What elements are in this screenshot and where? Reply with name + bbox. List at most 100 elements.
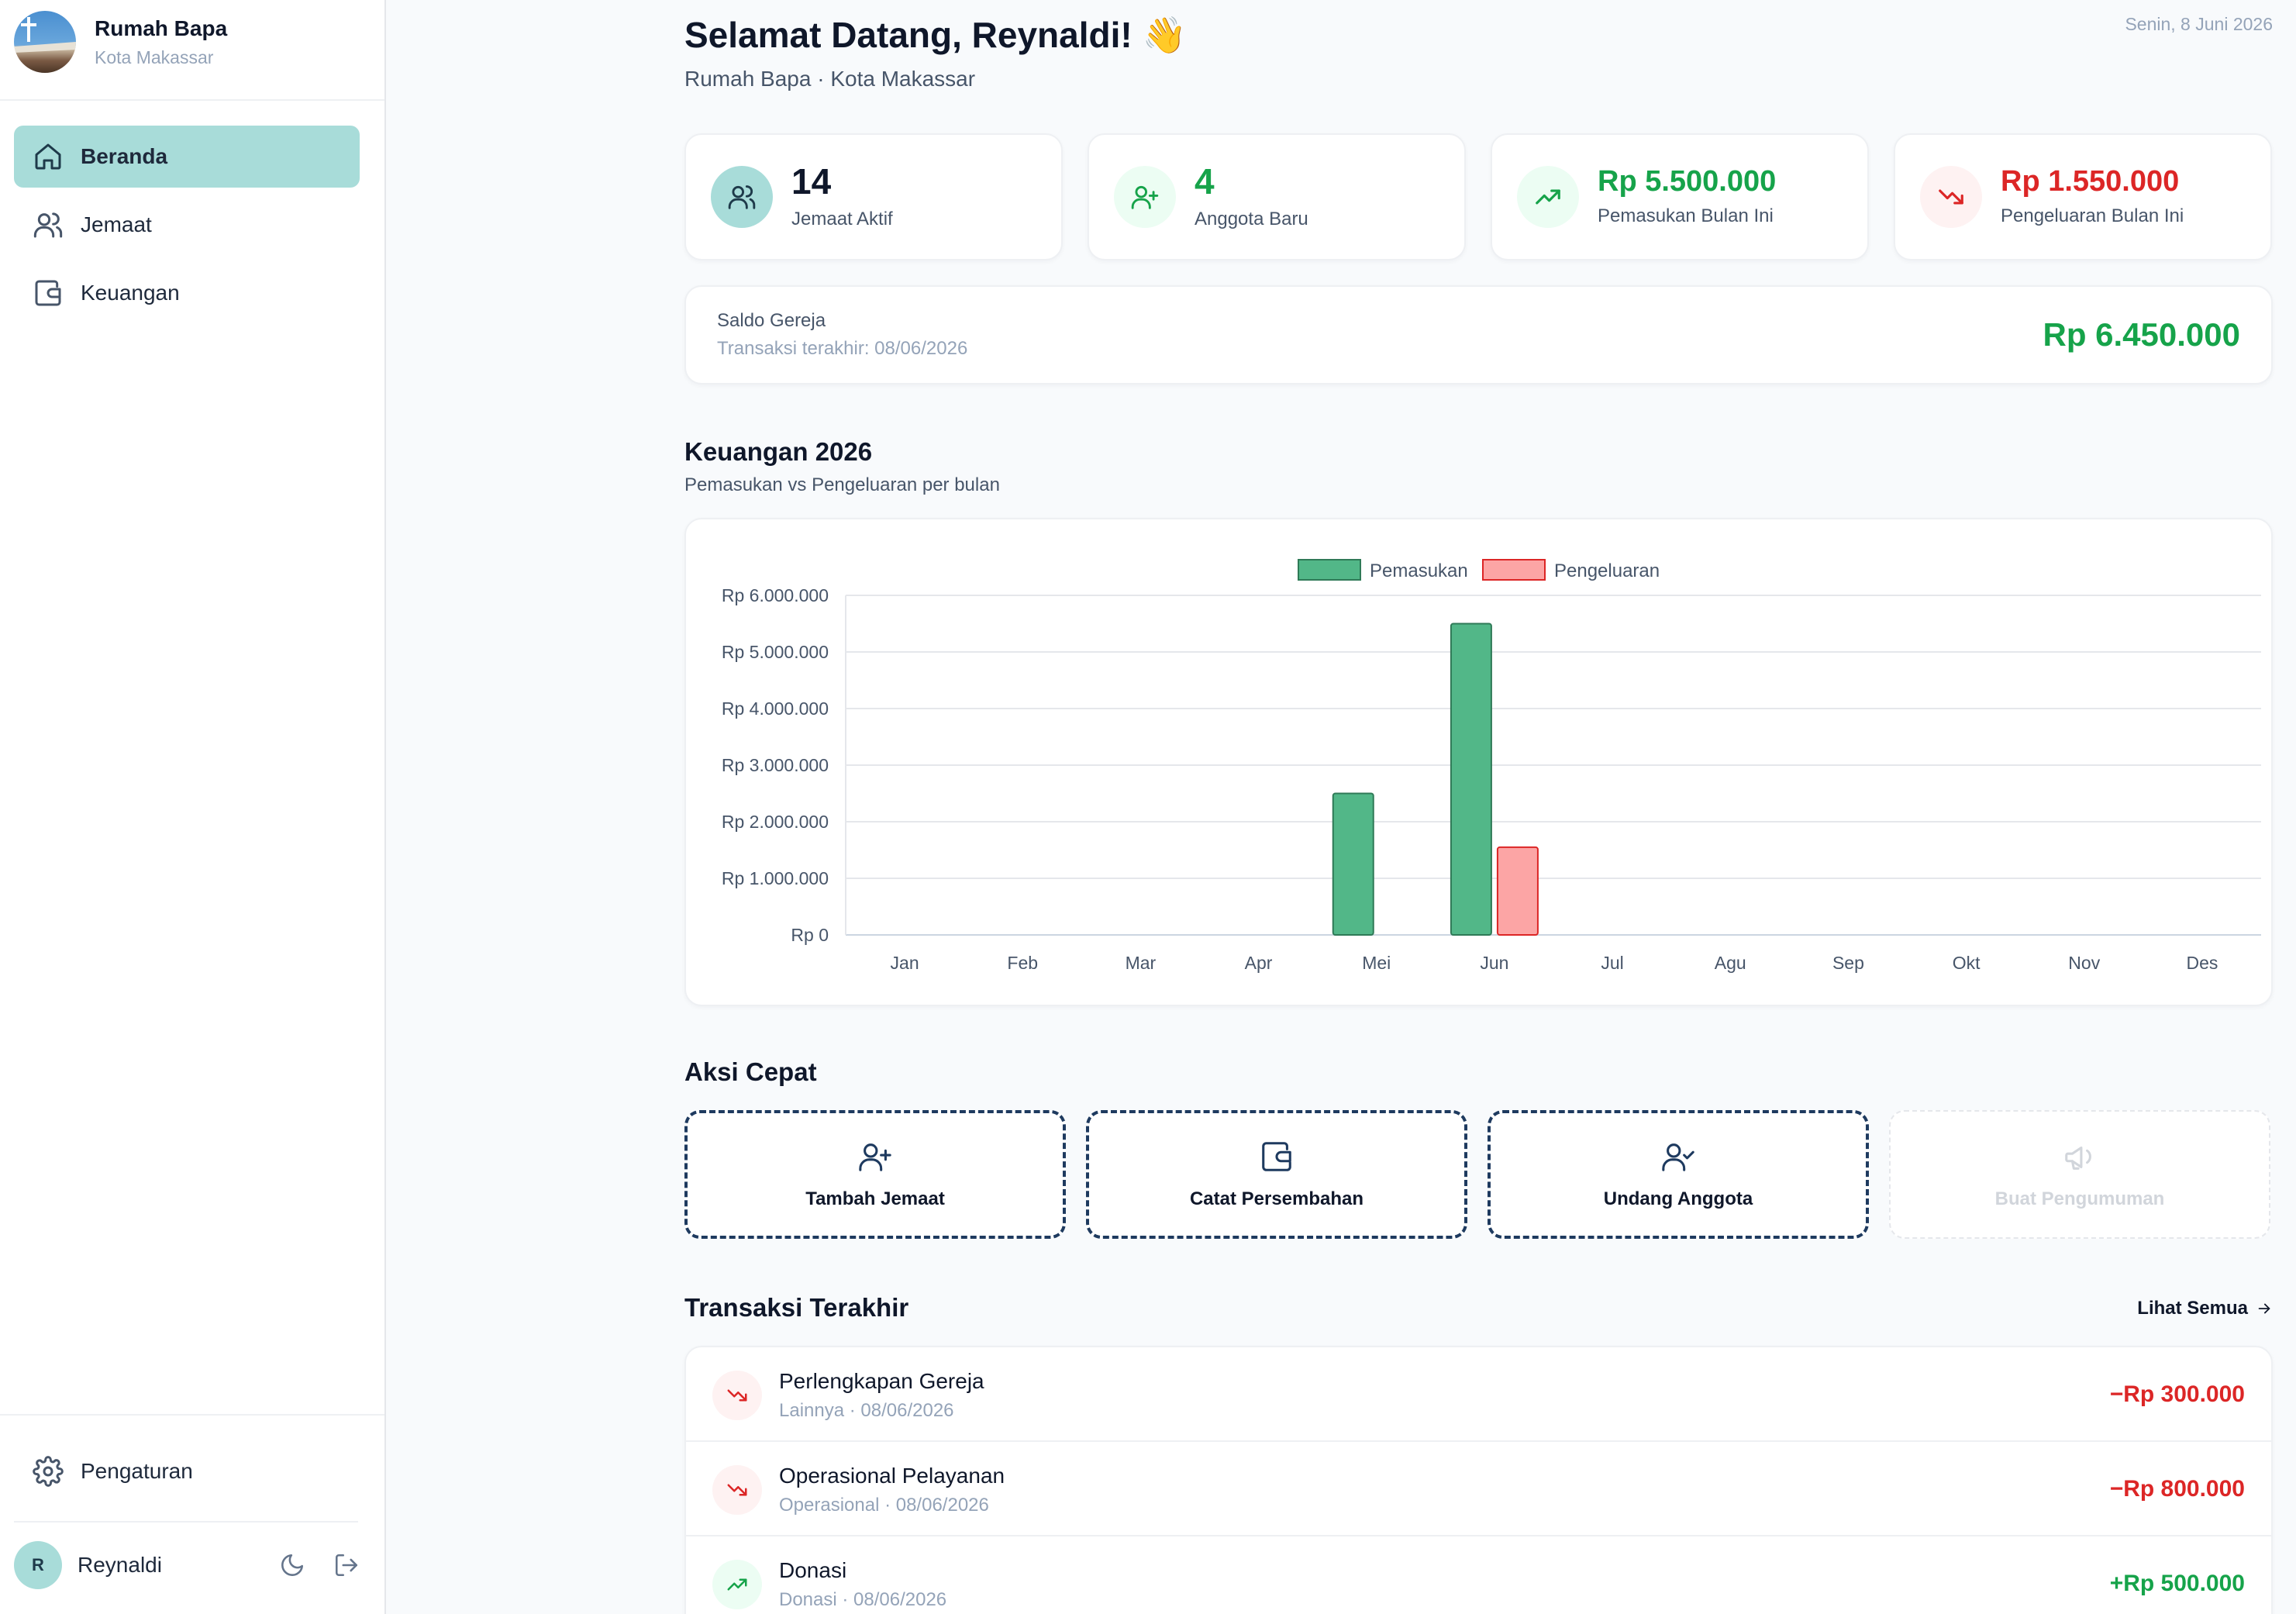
gear-icon bbox=[33, 1456, 64, 1487]
add-member-button[interactable]: Tambah Jemaat bbox=[684, 1110, 1066, 1239]
x-tick-label: Mar bbox=[1126, 953, 1157, 973]
current-date: Senin, 8 Juni 2026 bbox=[2125, 14, 2273, 34]
finance-subtitle: Pemasukan vs Pengeluaran per bulan bbox=[684, 474, 1000, 495]
action-label: Catat Persembahan bbox=[1189, 1188, 1364, 1209]
tx-amount: +Rp 500.000 bbox=[2109, 1571, 2245, 1596]
x-tick-label: Jan bbox=[891, 953, 919, 973]
x-tick-label: Sep bbox=[1832, 953, 1864, 973]
user-plus-icon bbox=[859, 1143, 891, 1171]
stat-card-anggota-baru: 4 Anggota Baru bbox=[1088, 133, 1466, 260]
bar-pengeluaran-jun bbox=[1496, 846, 1539, 936]
home-icon bbox=[35, 143, 61, 170]
sidebar-item-pengaturan[interactable]: Pengaturan bbox=[14, 1440, 360, 1502]
finance-chart-card: Rp 0 Rp 1.000.000 Rp 2.000.000 Rp 3.000.000… bbox=[684, 518, 2273, 1006]
tx-title: Donasi bbox=[779, 1558, 847, 1582]
tx-meta: Donasi · 08/06/2026 bbox=[779, 1589, 947, 1610]
stat-icon-wrap bbox=[1517, 166, 1579, 228]
x-tick-label: Feb bbox=[1007, 953, 1038, 973]
list-item[interactable]: Donasi Donasi · 08/06/2026 +Rp 500.000 bbox=[686, 1536, 2271, 1614]
tx-amount: −Rp 800.000 bbox=[2109, 1476, 2245, 1502]
tx-icon-wrap bbox=[712, 1465, 762, 1515]
stat-label: Anggota Baru bbox=[1195, 209, 1308, 229]
user-check-icon bbox=[1662, 1143, 1694, 1171]
legend-label: Pemasukan bbox=[1370, 560, 1468, 581]
legend-label: Pengeluaran bbox=[1554, 560, 1660, 581]
x-tick-label: Nov bbox=[2068, 953, 2100, 973]
trending-down-icon bbox=[1939, 189, 1963, 205]
stat-label: Pemasukan Bulan Ini bbox=[1598, 205, 1774, 226]
sidebar-item-label: Keuangan bbox=[81, 281, 180, 305]
user-plus-icon bbox=[1131, 185, 1159, 209]
arrow-right-icon bbox=[2258, 1303, 2270, 1314]
sidebar-divider bbox=[14, 1521, 358, 1523]
brand-city: Kota Makassar bbox=[95, 47, 214, 67]
finance-chart: Rp 0 Rp 1.000.000 Rp 2.000.000 Rp 3.000.000… bbox=[722, 559, 2261, 973]
users-icon bbox=[33, 212, 63, 238]
tx-icon-wrap bbox=[712, 1371, 762, 1420]
wallet-icon bbox=[1262, 1142, 1291, 1171]
saldo-card: Saldo Gereja Transaksi terakhir: 08/06/2… bbox=[684, 285, 2273, 385]
y-tick-label: Rp 2.000.000 bbox=[722, 812, 829, 832]
transactions-list: Perlengkapan Gereja Lainnya · 08/06/2026… bbox=[684, 1346, 2273, 1614]
megaphone-icon bbox=[2065, 1146, 2091, 1170]
y-tick-label: Rp 4.000.000 bbox=[722, 698, 829, 719]
tx-meta: Operasional · 08/06/2026 bbox=[779, 1495, 989, 1516]
church-logo bbox=[14, 11, 76, 73]
logout-icon[interactable] bbox=[333, 1552, 360, 1578]
saldo-title: Saldo Gereja bbox=[717, 310, 826, 331]
x-tick-label: Jun bbox=[1480, 953, 1508, 973]
y-tick-label: Rp 1.000.000 bbox=[722, 868, 829, 888]
tx-title: Perlengkapan Gereja bbox=[779, 1369, 984, 1393]
x-tick-label: Jul bbox=[1601, 953, 1623, 973]
brand[interactable]: Rumah Bapa Kota Makassar bbox=[14, 11, 227, 73]
legend-swatch bbox=[1482, 559, 1546, 581]
sidebar-nav: Beranda Jemaat Keuangan bbox=[14, 126, 360, 330]
action-label: Tambah Jemaat bbox=[805, 1188, 945, 1209]
wallet-icon bbox=[35, 280, 61, 306]
transactions-title: Transaksi Terakhir bbox=[684, 1293, 909, 1322]
x-tick-label: Apr bbox=[1245, 953, 1273, 973]
bar-pemasukan-jun bbox=[1450, 622, 1492, 936]
x-tick-label: Okt bbox=[1953, 953, 1981, 973]
user-profile: R Reynaldi bbox=[14, 1541, 360, 1589]
legend-swatch bbox=[1298, 559, 1361, 581]
action-label: Buat Pengumuman bbox=[1994, 1188, 2165, 1209]
see-all-link[interactable]: Lihat Semua bbox=[2137, 1298, 2273, 1319]
users-icon bbox=[728, 185, 756, 209]
sidebar-item-label: Beranda bbox=[81, 144, 168, 168]
tx-amount: −Rp 300.000 bbox=[2109, 1381, 2245, 1407]
sidebar: Rumah Bapa Kota Makassar Beranda Jemaat … bbox=[0, 0, 386, 1614]
list-item[interactable]: Operasional Pelayanan Operasional · 08/0… bbox=[686, 1442, 2271, 1536]
page-title: Selamat Datang, Reynaldi! 👋 bbox=[684, 15, 1187, 55]
tx-meta: Lainnya · 08/06/2026 bbox=[779, 1400, 954, 1421]
sidebar-item-jemaat[interactable]: Jemaat bbox=[14, 194, 360, 256]
saldo-last-transaction: Transaksi terakhir: 08/06/2026 bbox=[717, 338, 968, 359]
x-tick-label: Des bbox=[2186, 953, 2218, 973]
invite-member-button[interactable]: Undang Anggota bbox=[1488, 1110, 1869, 1239]
bar-pemasukan-mei bbox=[1332, 792, 1374, 936]
y-tick-label: Rp 5.000.000 bbox=[722, 642, 829, 662]
trending-down-icon bbox=[727, 1484, 747, 1496]
stat-icon-wrap bbox=[1920, 166, 1982, 228]
tx-icon-wrap bbox=[712, 1560, 762, 1609]
sidebar-item-keuangan[interactable]: Keuangan bbox=[14, 262, 360, 324]
sidebar-divider bbox=[0, 99, 384, 101]
finance-title: Keuangan 2026 bbox=[684, 437, 873, 466]
moon-icon[interactable] bbox=[279, 1552, 305, 1578]
create-announcement-button[interactable]: Buat Pengumuman bbox=[1889, 1110, 2270, 1239]
trending-down-icon bbox=[727, 1389, 747, 1402]
y-tick-label: Rp 0 bbox=[791, 925, 829, 945]
sidebar-divider bbox=[0, 1414, 384, 1416]
avatar[interactable]: R bbox=[14, 1541, 62, 1589]
action-label: Undang Anggota bbox=[1603, 1188, 1753, 1209]
stat-label: Pengeluaran Bulan Ini bbox=[2001, 205, 2184, 226]
sidebar-item-label: Pengaturan bbox=[81, 1459, 193, 1483]
see-all-label: Lihat Semua bbox=[2137, 1298, 2248, 1319]
stat-card-pemasukan: Rp 5.500.000 Pemasukan Bulan Ini bbox=[1491, 133, 1869, 260]
x-tick-label: Agu bbox=[1715, 953, 1746, 973]
sidebar-item-beranda[interactable]: Beranda bbox=[14, 126, 360, 188]
saldo-amount: Rp 6.450.000 bbox=[2043, 316, 2240, 353]
record-offering-button[interactable]: Catat Persembahan bbox=[1086, 1110, 1467, 1239]
list-item[interactable]: Perlengkapan Gereja Lainnya · 08/06/2026… bbox=[686, 1347, 2271, 1442]
stat-value: Rp 1.550.000 bbox=[2001, 165, 2180, 198]
